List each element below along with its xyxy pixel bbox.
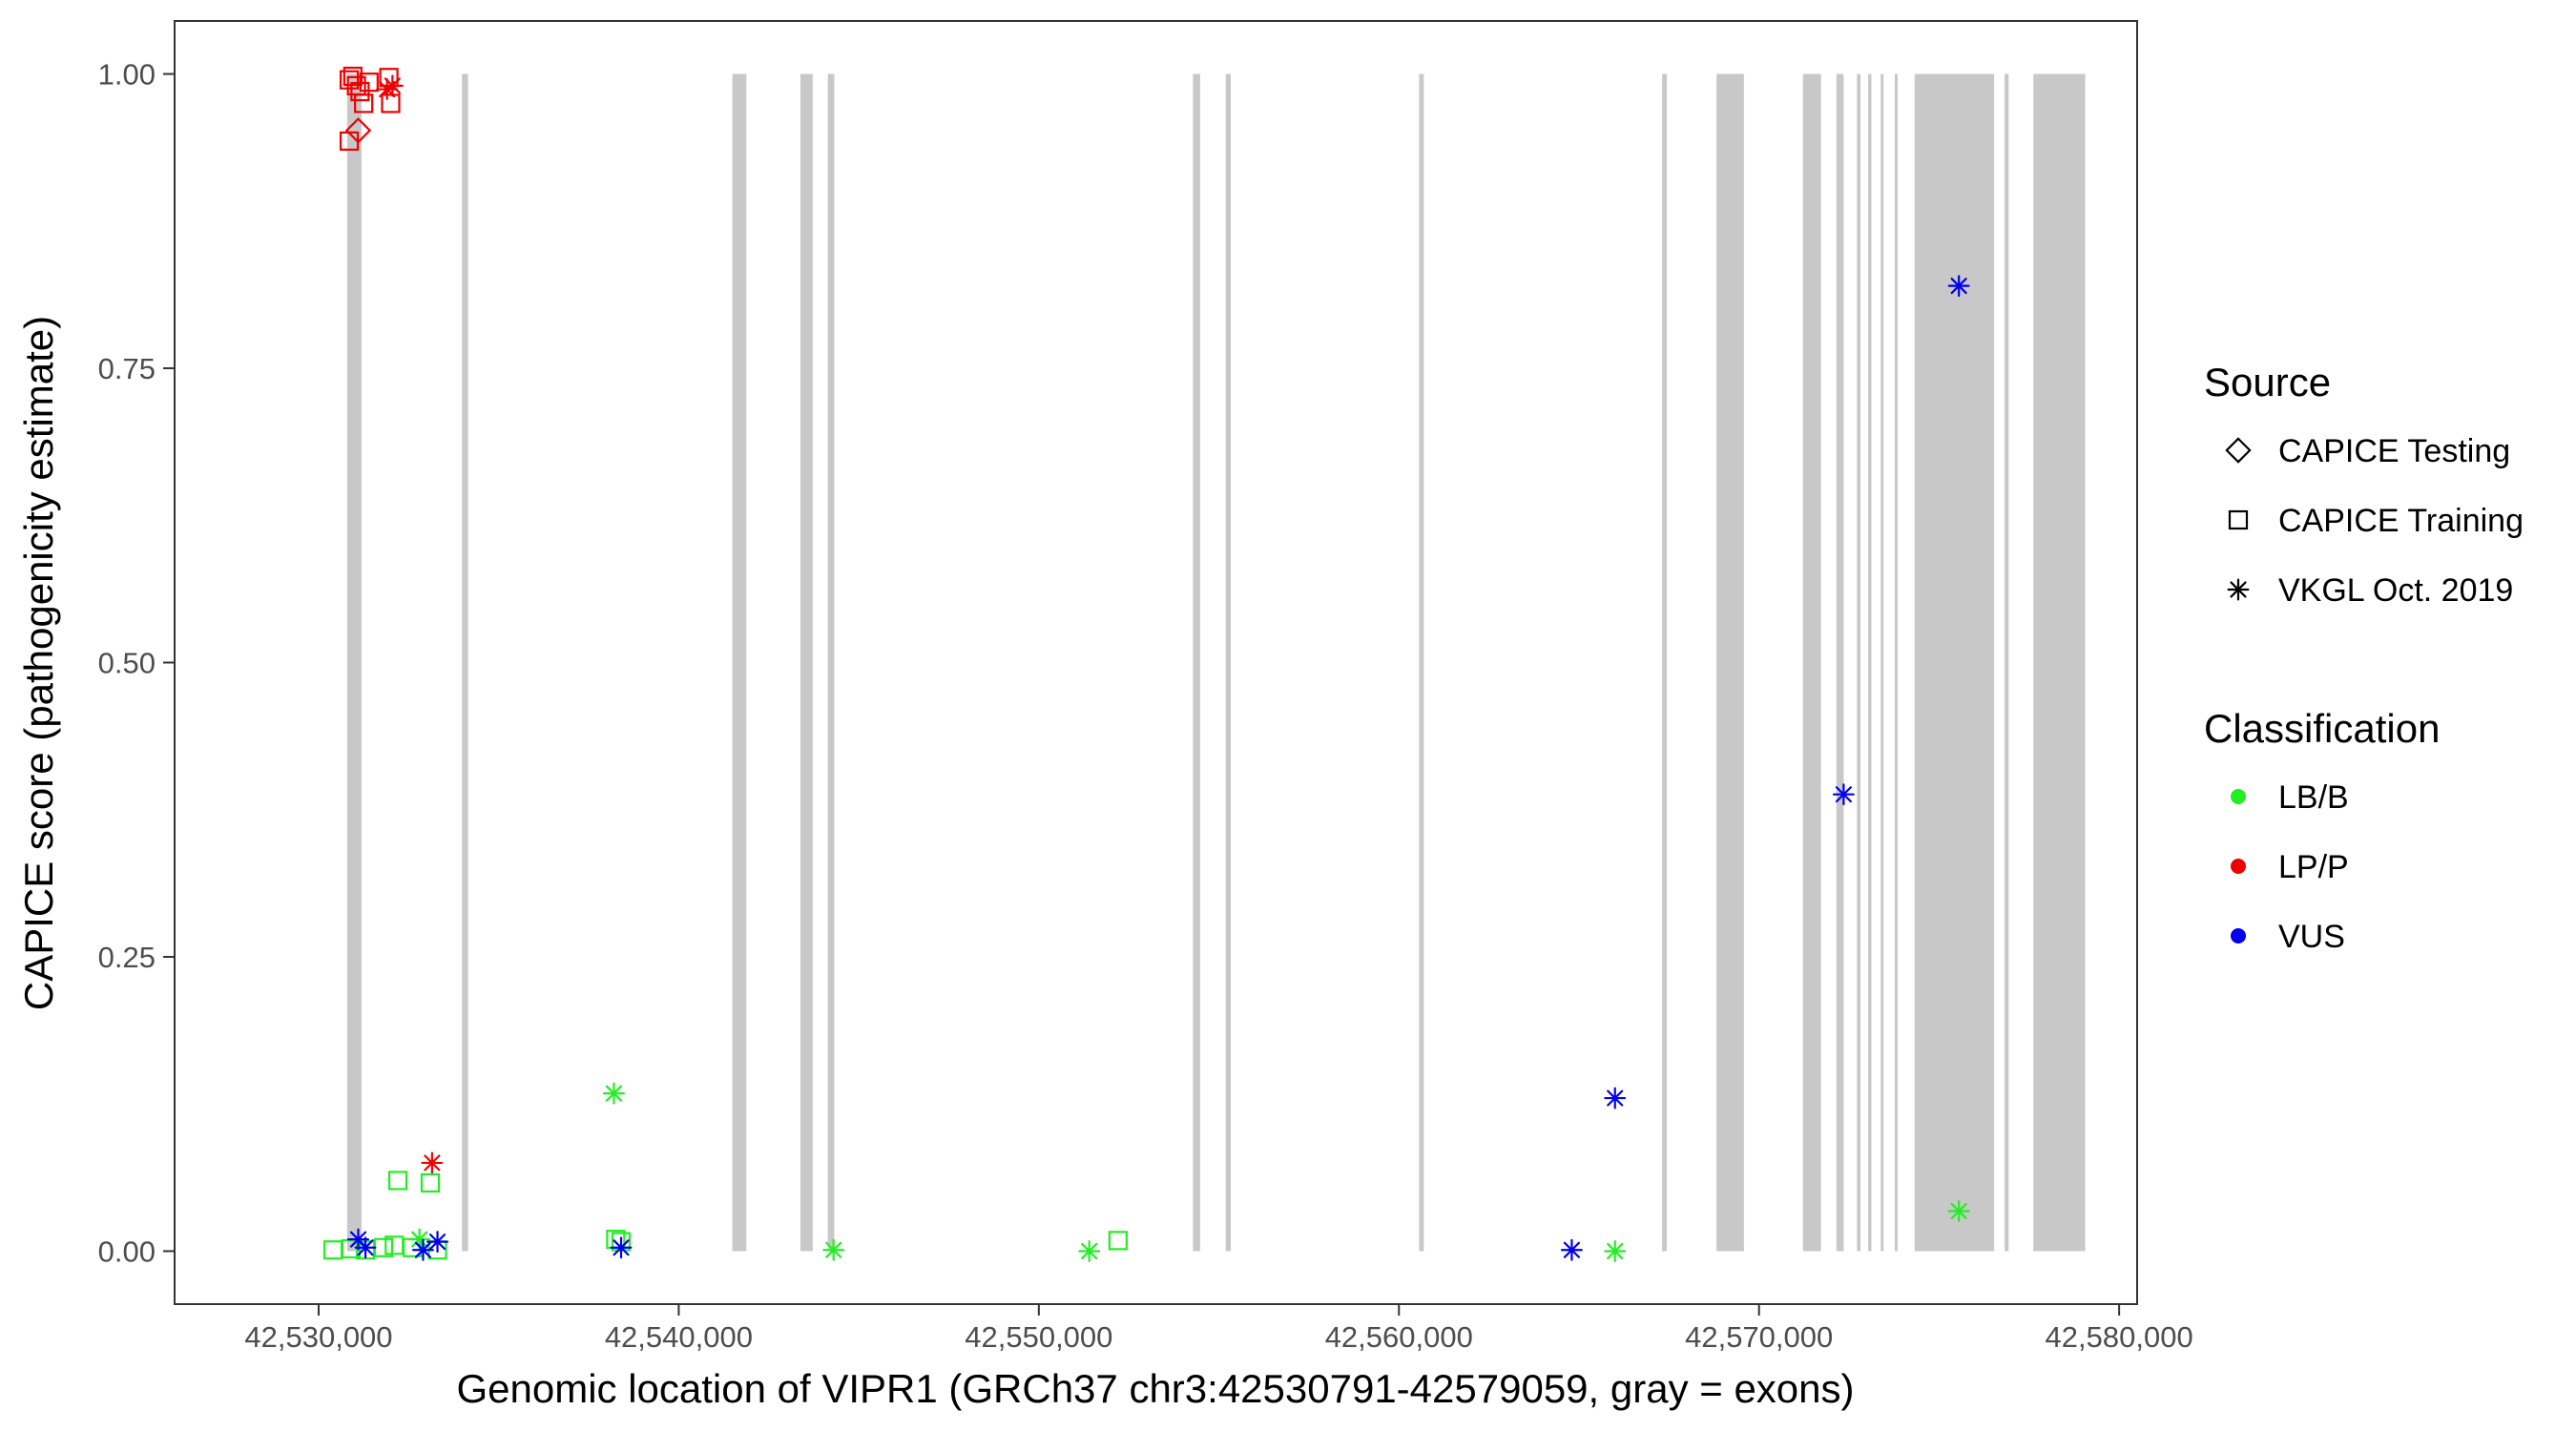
exon-band bbox=[1662, 73, 1668, 1252]
data-point bbox=[420, 1172, 441, 1193]
y-tick-label: 1.00 bbox=[98, 58, 156, 92]
x-tick-label: 42,530,000 bbox=[244, 1320, 392, 1354]
exon-band bbox=[1914, 73, 1995, 1252]
data-point bbox=[822, 1238, 845, 1261]
data-point bbox=[1604, 1087, 1627, 1110]
data-point bbox=[387, 1171, 408, 1191]
y-tick-label: 0.75 bbox=[98, 352, 156, 385]
x-tick-label: 42,560,000 bbox=[1325, 1320, 1473, 1354]
exon-band bbox=[346, 73, 362, 1252]
data-point bbox=[354, 93, 374, 114]
data-point bbox=[610, 1236, 633, 1259]
data-point bbox=[344, 117, 372, 144]
legend-source-label: CAPICE Testing bbox=[2278, 433, 2510, 469]
y-axis-label: CAPICE score (pathogenicity estimate) bbox=[16, 316, 61, 1010]
legend-class-label: VUS bbox=[2278, 919, 2345, 955]
legend-source-label: VKGL Oct. 2019 bbox=[2278, 572, 2513, 609]
data-point bbox=[376, 78, 399, 101]
x-axis-label: Genomic location of VIPR1 (GRCh37 chr3:4… bbox=[456, 1366, 1854, 1411]
data-point bbox=[411, 1238, 434, 1261]
exon-band bbox=[1716, 73, 1744, 1252]
legend-class-key bbox=[2231, 859, 2246, 874]
x-tick-label: 42,570,000 bbox=[1685, 1320, 1833, 1354]
data-point bbox=[339, 70, 360, 90]
legend-class-label: LP/P bbox=[2278, 849, 2349, 885]
x-tick-label: 42,550,000 bbox=[965, 1320, 1112, 1354]
data-point bbox=[1560, 1238, 1583, 1261]
legend-source-key bbox=[2228, 509, 2249, 530]
y-tick-label: 0.00 bbox=[98, 1234, 156, 1268]
data-point bbox=[1108, 1231, 1128, 1251]
data-point bbox=[421, 1151, 444, 1174]
data-point bbox=[1604, 1240, 1627, 1262]
exon-band bbox=[1225, 73, 1232, 1252]
legend-class-key bbox=[2231, 789, 2246, 804]
exon-band bbox=[1802, 73, 1821, 1252]
exon-bands bbox=[346, 73, 2086, 1252]
legend-classification-items: LB/B LP/P VUS bbox=[2231, 779, 2349, 955]
exon-band bbox=[462, 73, 468, 1252]
data-point bbox=[1078, 1240, 1101, 1262]
legend-source-title: Source bbox=[2204, 360, 2331, 404]
exon-band bbox=[800, 73, 813, 1252]
exon-band bbox=[1836, 73, 1844, 1252]
x-tick-label: 42,540,000 bbox=[605, 1320, 753, 1354]
legend-source-key bbox=[2227, 578, 2250, 601]
legend-source-items: CAPICE Testing CAPICE Training VKGL Oct. 2… bbox=[2225, 433, 2524, 609]
exon-band bbox=[1894, 73, 1899, 1252]
data-point bbox=[603, 1082, 625, 1105]
exon-band bbox=[1857, 73, 1861, 1252]
legend: Source CAPICE Testing CAPICE Training VKGL… bbox=[2204, 360, 2524, 955]
exon-band bbox=[827, 73, 835, 1252]
y-tick-label: 0.50 bbox=[98, 647, 156, 680]
y-tick-label: 0.25 bbox=[98, 941, 156, 974]
x-tick-label: 42,580,000 bbox=[2046, 1320, 2193, 1354]
data-point bbox=[426, 1231, 448, 1254]
data-point bbox=[1832, 783, 1855, 806]
legend-source-label: CAPICE Training bbox=[2278, 503, 2524, 539]
data-point bbox=[381, 74, 404, 97]
data-point bbox=[359, 73, 379, 93]
exon-band bbox=[1419, 73, 1424, 1252]
legend-classification-title: Classification bbox=[2204, 706, 2440, 751]
exon-band bbox=[2033, 73, 2086, 1252]
data-points bbox=[322, 66, 1970, 1262]
exon-band bbox=[1868, 73, 1872, 1252]
axes: 42,530,000 42,540,000 42,550,000 42,560,000… bbox=[98, 58, 2193, 1354]
legend-source-key bbox=[2225, 437, 2252, 464]
data-point bbox=[1947, 1200, 1970, 1222]
exon-band bbox=[1880, 73, 1884, 1252]
data-point bbox=[354, 1236, 377, 1259]
data-point bbox=[381, 93, 401, 114]
exon-band bbox=[732, 73, 747, 1252]
legend-class-key bbox=[2231, 928, 2246, 944]
exon-band bbox=[1193, 73, 1200, 1252]
exon-band bbox=[2005, 73, 2009, 1252]
data-point bbox=[1947, 275, 1970, 298]
legend-class-label: LB/B bbox=[2278, 779, 2349, 816]
